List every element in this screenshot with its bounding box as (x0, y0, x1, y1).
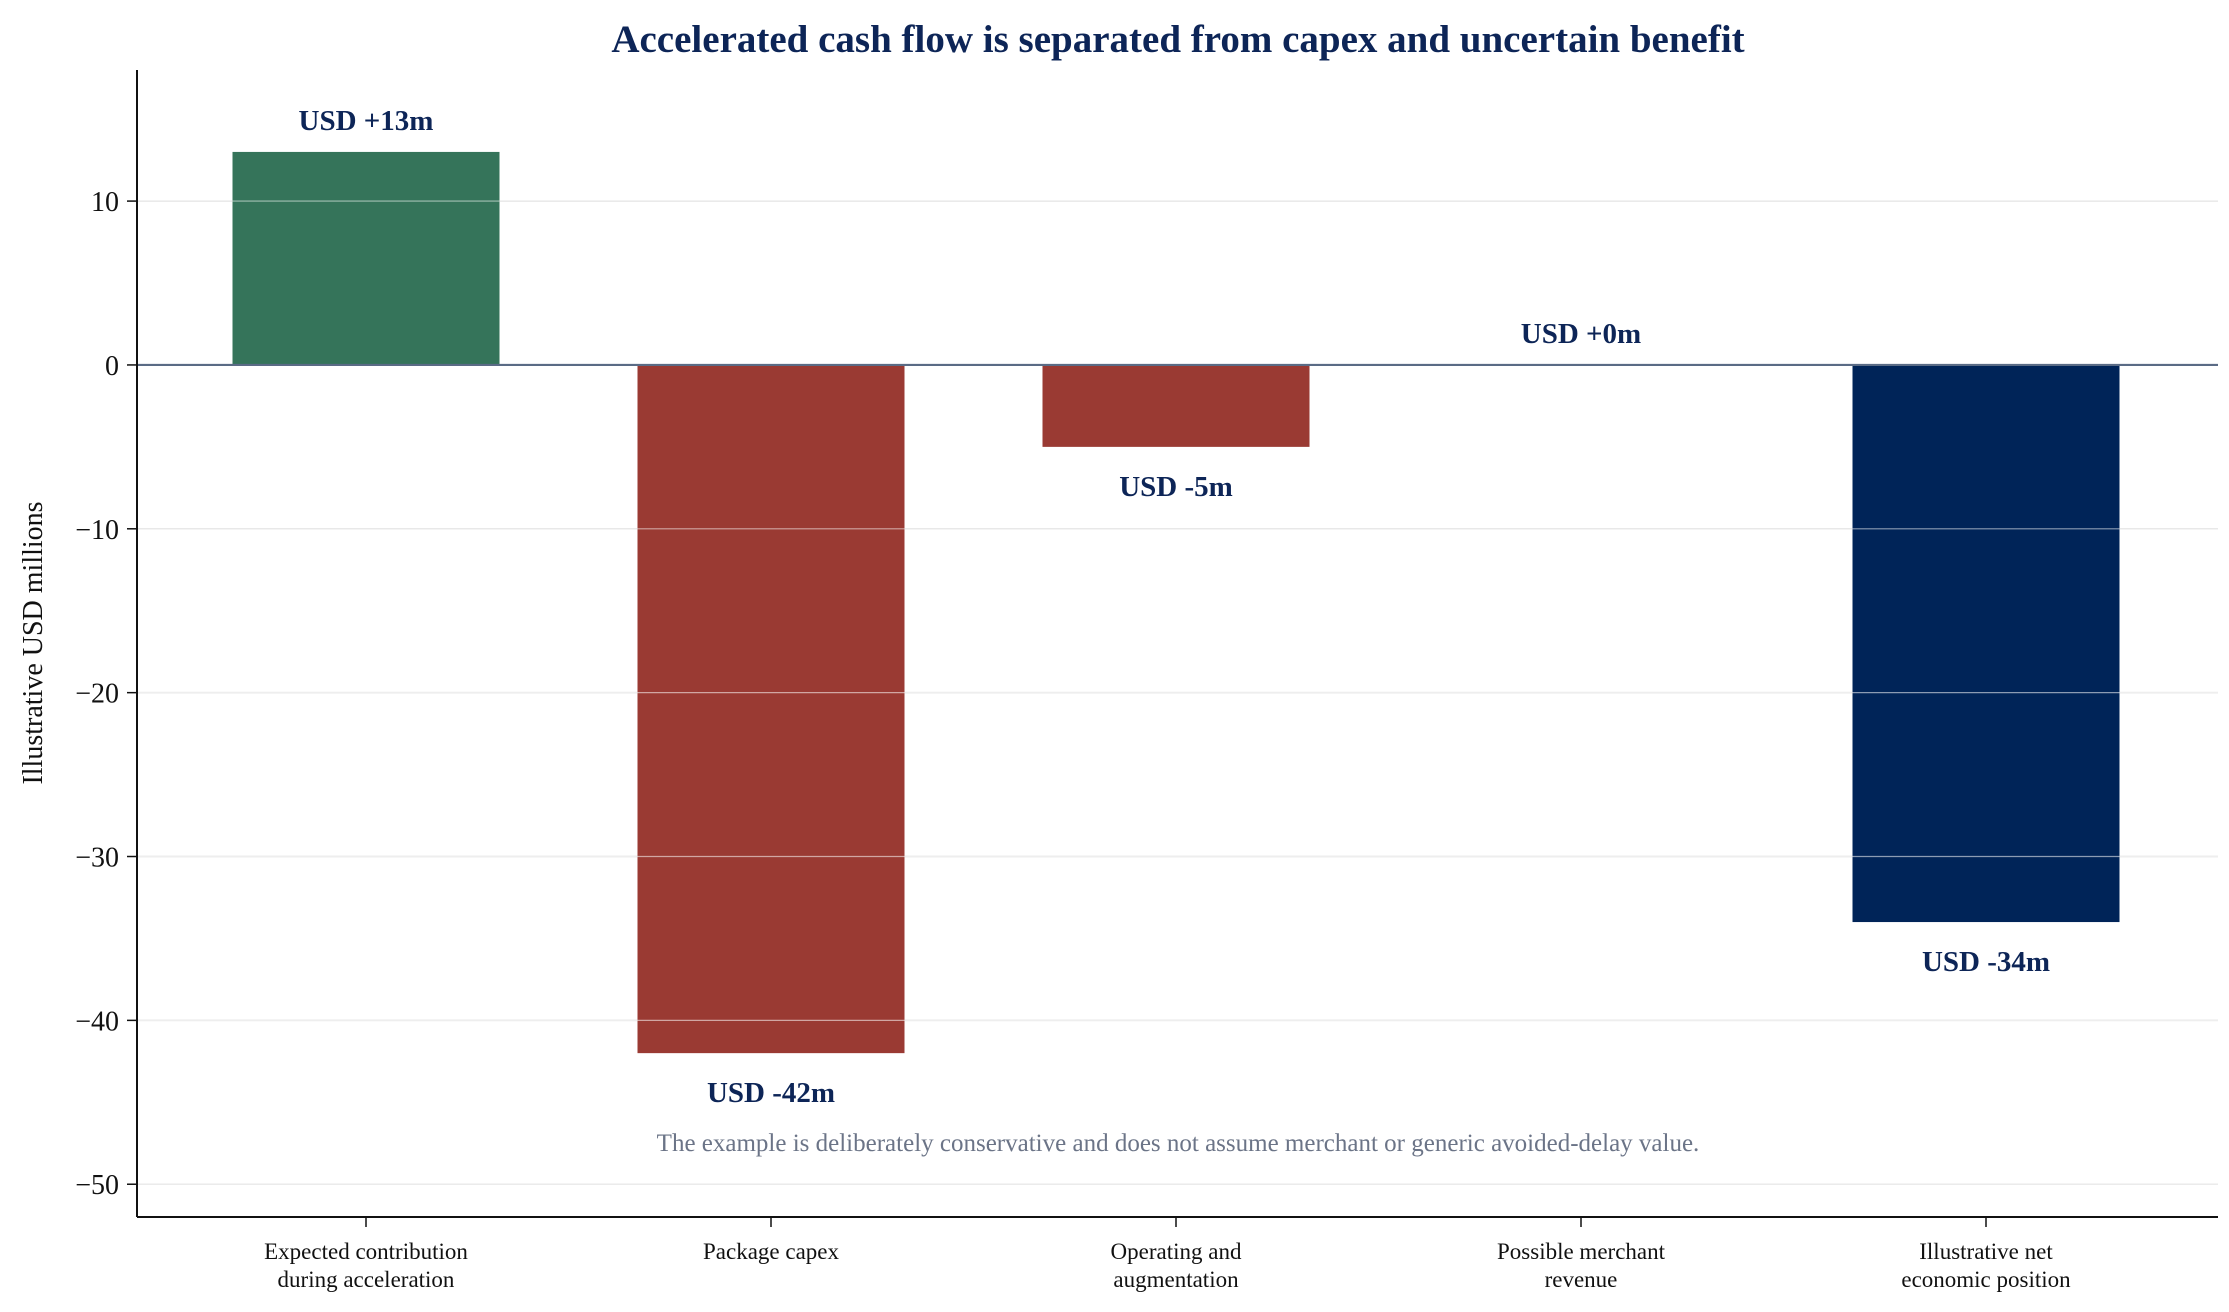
y-tick-label: −40 (75, 1006, 119, 1037)
x-tick-label-line: revenue (1545, 1267, 1618, 1292)
x-tick-label: Package capex (703, 1239, 840, 1264)
y-tick-label: −20 (75, 679, 119, 710)
data-label: USD -42m (707, 1077, 835, 1109)
data-label: USD -34m (1922, 946, 2050, 978)
chart-annotation: The example is deliberately conservative… (657, 1130, 1700, 1157)
x-tick-label-line: Illustrative net (1919, 1239, 2053, 1264)
x-tick-label: Possible merchant revenue (1497, 1239, 1666, 1292)
chart-title: Accelerated cash flow is separated from … (611, 18, 1744, 61)
bar-layer (137, 151, 2218, 1185)
y-tick-label: 10 (91, 187, 119, 218)
x-tick-label: Expected contribution during acceleration (264, 1239, 468, 1292)
y-tick-label: −50 (75, 1170, 119, 1201)
x-tick-label-line: Possible merchant (1497, 1239, 1666, 1264)
x-tick-label-line: augmentation (1113, 1267, 1239, 1292)
x-tick-label: Illustrative net economic position (1901, 1239, 2071, 1292)
x-tick-label-line: during acceleration (278, 1267, 455, 1292)
data-label: USD -5m (1119, 471, 1233, 503)
y-tick-label: 0 (105, 351, 119, 382)
x-tick-label-line: Expected contribution (264, 1239, 468, 1264)
bar (1042, 364, 1310, 447)
x-tick-label-line: economic position (1901, 1267, 2071, 1292)
y-tick-label: −10 (75, 515, 119, 546)
bar (232, 151, 500, 365)
data-label: USD +13m (299, 105, 434, 137)
x-tick-label: Operating and augmentation (1111, 1239, 1242, 1292)
data-label: USD +0m (1521, 318, 1641, 350)
y-tick-label: −30 (75, 843, 119, 874)
x-tick-label-line: Package capex (703, 1239, 840, 1264)
bar (1852, 364, 2120, 923)
label-layer: USD +13m USD -42m USD -5m USD +0m USD -34m (299, 105, 2051, 1109)
axis-layer: 10 0 −10 −20 −30 −40 −50 Expected contribution d… (75, 70, 2218, 1292)
y-axis-label: Illustrative USD millions (18, 501, 49, 784)
bar (637, 364, 905, 1054)
x-tick-label-line: Operating and (1111, 1239, 1242, 1264)
